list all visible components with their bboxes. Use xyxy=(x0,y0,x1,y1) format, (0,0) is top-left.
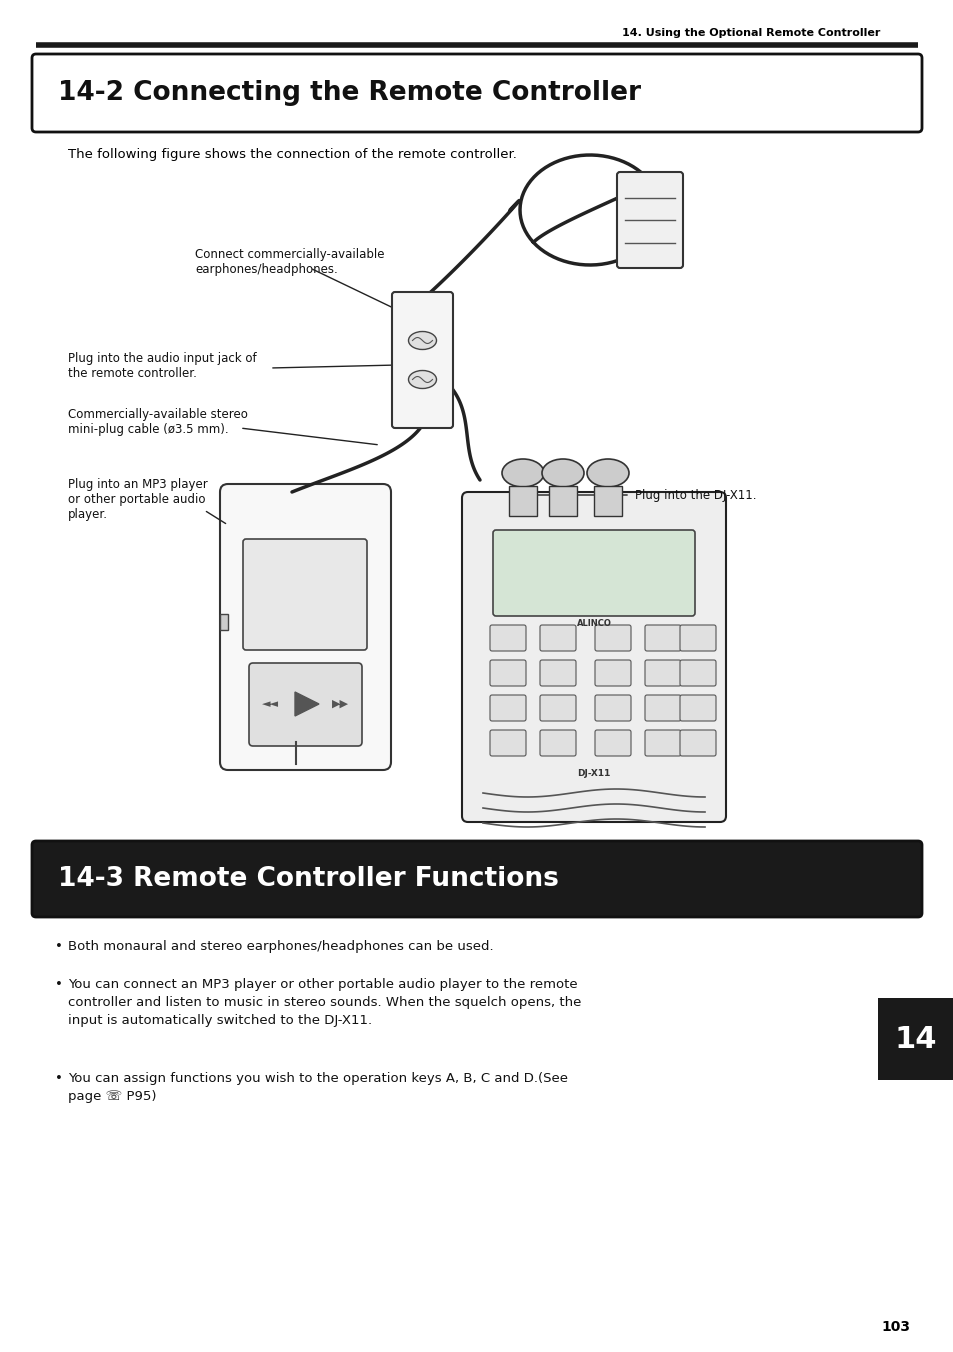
Bar xyxy=(594,485,621,516)
Text: •: • xyxy=(55,1072,63,1086)
Text: Commercially-available stereo
mini-plug cable (ø3.5 mm).: Commercially-available stereo mini-plug … xyxy=(68,408,248,435)
Bar xyxy=(877,998,953,1080)
Bar xyxy=(220,614,228,630)
Text: Plug into an MP3 player
or other portable audio
player.: Plug into an MP3 player or other portabl… xyxy=(68,479,208,521)
FancyBboxPatch shape xyxy=(644,625,680,652)
Text: •: • xyxy=(55,940,63,953)
FancyBboxPatch shape xyxy=(595,730,630,756)
Text: •: • xyxy=(55,977,63,991)
FancyBboxPatch shape xyxy=(539,660,576,685)
Text: 14-3 Remote Controller Functions: 14-3 Remote Controller Functions xyxy=(58,867,558,892)
Text: 14: 14 xyxy=(894,1025,936,1053)
FancyBboxPatch shape xyxy=(490,660,525,685)
FancyBboxPatch shape xyxy=(644,695,680,721)
Text: 14. Using the Optional Remote Controller: 14. Using the Optional Remote Controller xyxy=(621,28,879,38)
FancyBboxPatch shape xyxy=(490,730,525,756)
FancyBboxPatch shape xyxy=(595,660,630,685)
Bar xyxy=(509,485,537,516)
FancyBboxPatch shape xyxy=(595,695,630,721)
Ellipse shape xyxy=(501,458,543,487)
Text: 103: 103 xyxy=(880,1320,909,1334)
Text: Plug into the DJ-X11.: Plug into the DJ-X11. xyxy=(635,488,756,502)
FancyBboxPatch shape xyxy=(679,695,716,721)
Text: ▶▶: ▶▶ xyxy=(331,699,348,708)
FancyBboxPatch shape xyxy=(679,730,716,756)
Text: You can assign functions you wish to the operation keys A, B, C and D.(See
page : You can assign functions you wish to the… xyxy=(68,1072,567,1103)
Text: Both monaural and stereo earphones/headphones can be used.: Both monaural and stereo earphones/headp… xyxy=(68,940,493,953)
Ellipse shape xyxy=(408,331,436,350)
Text: ◄◄: ◄◄ xyxy=(261,699,278,708)
Polygon shape xyxy=(294,692,318,717)
FancyBboxPatch shape xyxy=(392,292,453,429)
Text: Plug into the audio input jack of
the remote controller.: Plug into the audio input jack of the re… xyxy=(68,352,256,380)
Text: You can connect an MP3 player or other portable audio player to the remote
contr: You can connect an MP3 player or other p… xyxy=(68,977,580,1028)
FancyBboxPatch shape xyxy=(243,539,367,650)
Text: DJ-X11: DJ-X11 xyxy=(577,768,610,777)
Ellipse shape xyxy=(586,458,628,487)
FancyBboxPatch shape xyxy=(679,625,716,652)
Text: Connect commercially-available
earphones/headphones.: Connect commercially-available earphones… xyxy=(194,247,384,276)
FancyBboxPatch shape xyxy=(461,492,725,822)
FancyBboxPatch shape xyxy=(249,662,361,746)
Ellipse shape xyxy=(408,370,436,388)
FancyBboxPatch shape xyxy=(220,484,391,771)
FancyBboxPatch shape xyxy=(617,172,682,268)
Text: 14-2 Connecting the Remote Controller: 14-2 Connecting the Remote Controller xyxy=(58,80,640,105)
FancyBboxPatch shape xyxy=(539,625,576,652)
Text: ALINCO: ALINCO xyxy=(576,618,611,627)
FancyBboxPatch shape xyxy=(644,730,680,756)
Ellipse shape xyxy=(541,458,583,487)
FancyBboxPatch shape xyxy=(644,660,680,685)
FancyBboxPatch shape xyxy=(32,54,921,132)
Bar xyxy=(548,485,577,516)
FancyBboxPatch shape xyxy=(493,530,695,617)
FancyBboxPatch shape xyxy=(595,625,630,652)
FancyBboxPatch shape xyxy=(490,625,525,652)
FancyBboxPatch shape xyxy=(490,695,525,721)
FancyBboxPatch shape xyxy=(539,730,576,756)
FancyBboxPatch shape xyxy=(539,695,576,721)
FancyBboxPatch shape xyxy=(32,841,921,917)
FancyBboxPatch shape xyxy=(679,660,716,685)
Text: The following figure shows the connection of the remote controller.: The following figure shows the connectio… xyxy=(68,147,517,161)
